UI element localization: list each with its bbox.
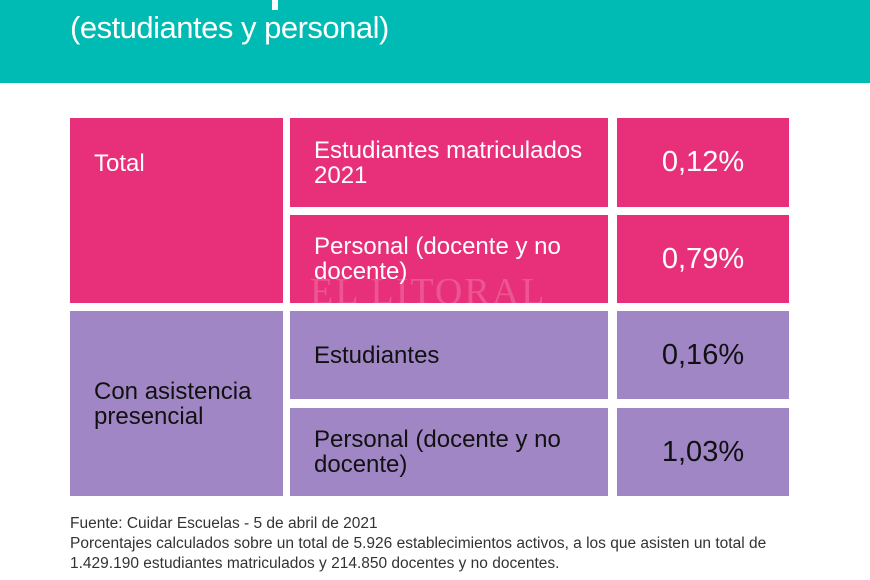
subtitle: (estudiantes y personal): [70, 10, 389, 45]
row-value: 0,12%: [617, 118, 789, 207]
title-fragment: [272, 0, 278, 10]
footer: Fuente: Cuidar Escuelas - 5 de abril de …: [70, 514, 800, 574]
row-label: Estudiantes matriculados 2021: [290, 118, 608, 207]
row-value: 0,16%: [617, 311, 789, 399]
row-label: Estudiantes: [290, 311, 608, 399]
watermark: EL LITORAL: [310, 271, 547, 313]
group-label-total: Total: [70, 118, 283, 303]
row-label: Personal (docente y no docente): [290, 215, 608, 303]
note-text: Porcentajes calculados sobre un total de…: [70, 535, 767, 572]
header-banner: (estudiantes y personal): [0, 0, 870, 83]
row-value: 0,79%: [617, 215, 789, 303]
group-label-presencial: Con asistencia presencial: [70, 311, 283, 496]
source-text: Fuente: Cuidar Escuelas - 5 de abril de …: [70, 515, 378, 532]
row-label: Personal (docente y no docente): [290, 408, 608, 496]
row-value: 1,03%: [617, 408, 789, 496]
